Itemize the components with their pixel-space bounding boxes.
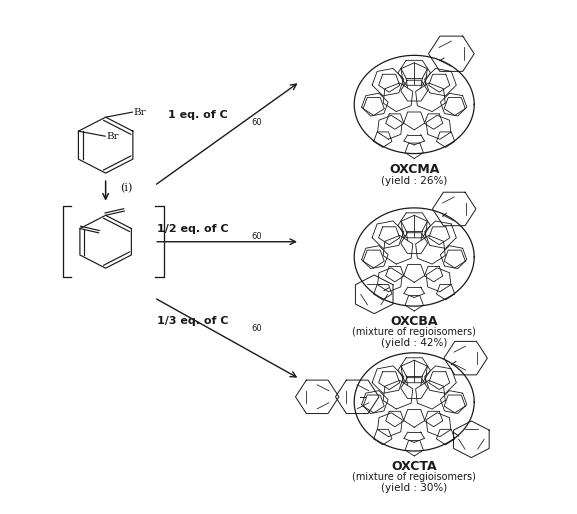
Text: (yield : 30%): (yield : 30%) bbox=[381, 483, 447, 493]
Text: OXCBA: OXCBA bbox=[391, 316, 438, 328]
Text: 1/2 eq. of C: 1/2 eq. of C bbox=[157, 224, 228, 234]
Text: 1/3 eq. of C: 1/3 eq. of C bbox=[157, 316, 228, 326]
Text: (yield : 42%): (yield : 42%) bbox=[381, 338, 447, 348]
Text: Br: Br bbox=[107, 132, 119, 141]
Text: 60: 60 bbox=[252, 324, 262, 333]
Text: (mixture of regioisomers): (mixture of regioisomers) bbox=[353, 327, 476, 337]
Text: (yield : 26%): (yield : 26%) bbox=[381, 176, 447, 186]
Text: (mixture of regioisomers): (mixture of regioisomers) bbox=[353, 472, 476, 482]
Text: (i): (i) bbox=[120, 183, 132, 193]
Text: 60: 60 bbox=[252, 232, 262, 241]
Text: 1 eq. of C: 1 eq. of C bbox=[168, 109, 228, 120]
Text: OXCMA: OXCMA bbox=[389, 163, 440, 176]
Text: OXCTA: OXCTA bbox=[391, 461, 437, 473]
Text: Br: Br bbox=[134, 107, 147, 117]
Text: 60: 60 bbox=[252, 118, 262, 127]
